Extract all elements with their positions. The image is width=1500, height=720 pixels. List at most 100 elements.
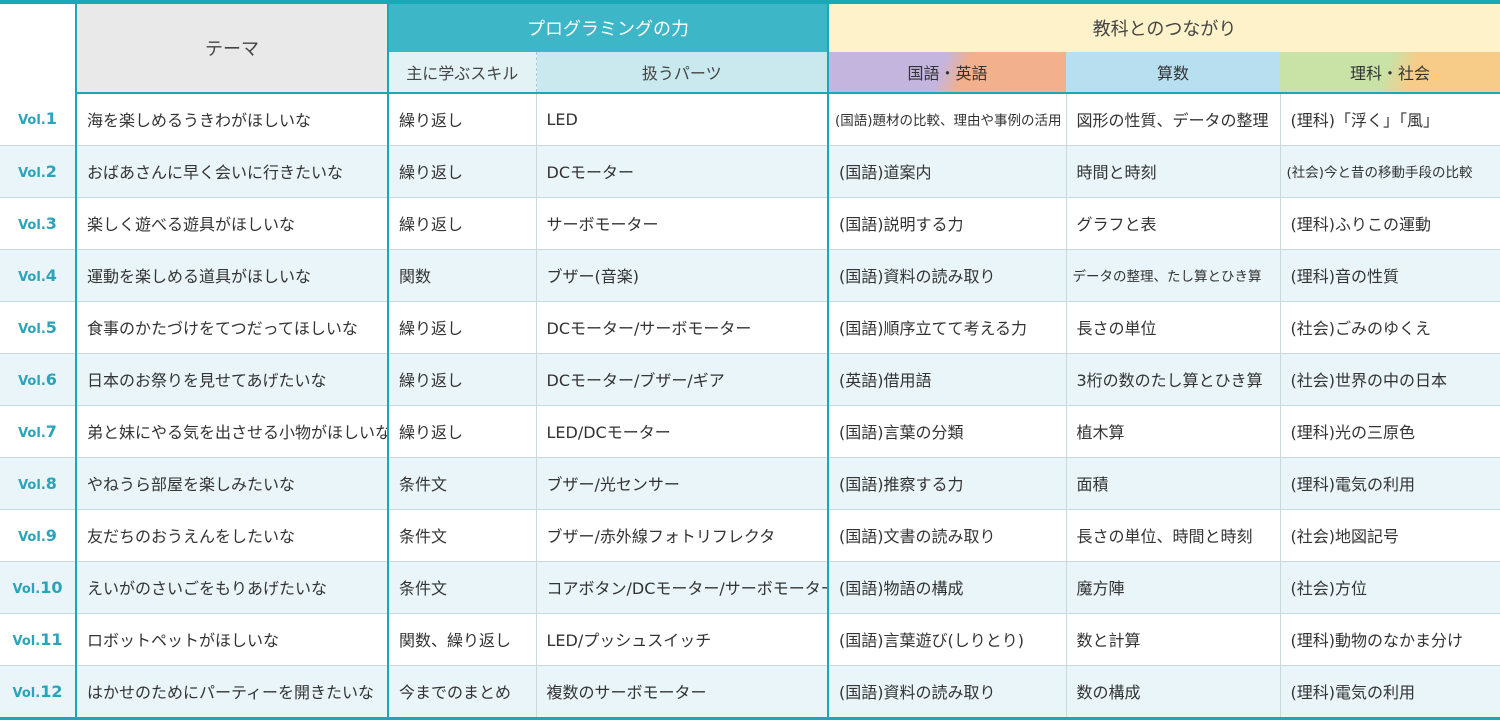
skill-cell: 条件文: [388, 457, 537, 510]
volume-label: Vol.4: [0, 249, 77, 302]
language-cell: (英語)借用語: [828, 353, 1067, 406]
language-cell: (国語)資料の読み取り: [828, 249, 1067, 302]
volume-number: 8: [45, 473, 57, 493]
parts-cell: ブザー/光センサー: [536, 457, 829, 510]
skill-cell: 繰り返し: [388, 301, 537, 354]
skill-cell: 今までのまとめ: [388, 665, 537, 717]
math-cell: 図形の性質、データの整理: [1066, 93, 1281, 146]
volume-prefix: Vol.: [18, 529, 46, 545]
math-cell: 植木算: [1066, 405, 1281, 458]
volume-number: 10: [40, 577, 63, 597]
language-cell: (国語)文書の読み取り: [828, 509, 1067, 562]
table-row: Vol.11 ロボットペットがほしいな 関数、繰り返し LED/プッシュスイッチ (国語…: [0, 613, 1500, 666]
skill-cell: 条件文: [388, 561, 537, 614]
math-cell: 数と計算: [1066, 613, 1281, 666]
language-header: 国語・英語: [828, 52, 1066, 94]
table-row: Vol.2 おばあさんに早く会いに行きたいな 繰り返し DCモーター (国語)道案内 時間…: [0, 145, 1500, 198]
science-social-cell: (社会)今と昔の移動手段の比較: [1280, 145, 1500, 198]
subjects-header: 教科とのつながり: [828, 4, 1500, 52]
volume-label: Vol.8: [0, 457, 77, 510]
skill-cell: 条件文: [388, 509, 537, 562]
volume-prefix: Vol.: [18, 321, 46, 337]
volume-number: 3: [45, 213, 57, 233]
science-social-cell: (社会)方位: [1280, 561, 1500, 614]
math-cell: 3桁の数のたし算とひき算: [1066, 353, 1281, 406]
theme-cell: おばあさんに早く会いに行きたいな: [76, 145, 389, 198]
volume-prefix: Vol.: [12, 581, 41, 597]
parts-cell: コアボタン/DCモーター/サーボモーター: [536, 561, 829, 614]
parts-cell: ブザー/赤外線フォトリフレクタ: [536, 509, 829, 562]
table-row: Vol.6 日本のお祭りを見せてあげたいな 繰り返し DCモーター/ブザー/ギア (英語…: [0, 353, 1500, 406]
volume-number: 12: [40, 681, 63, 701]
math-cell: データの整理、たし算とひき算: [1066, 249, 1281, 302]
table-row: Vol.3 楽しく遊べる遊具がほしいな 繰り返し サーボモーター (国語)説明する力 グラ…: [0, 197, 1500, 250]
volume-prefix: Vol.: [12, 633, 41, 649]
volume-number: 9: [45, 525, 57, 545]
science-social-cell: (理科)「浮く」「風」: [1280, 93, 1500, 146]
math-cell: 長さの単位、時間と時刻: [1066, 509, 1281, 562]
volume-label: Vol.5: [0, 301, 77, 354]
parts-cell: DCモーター: [536, 145, 829, 198]
skill-cell: 繰り返し: [388, 405, 537, 458]
volume-number: 7: [45, 421, 57, 441]
theme-cell: 日本のお祭りを見せてあげたいな: [76, 353, 389, 406]
theme-cell: 友だちのおうえんをしたいな: [76, 509, 389, 562]
theme-cell: 海を楽しめるうきわがほしいな: [76, 93, 389, 146]
volume-label: Vol.6: [0, 353, 77, 406]
science-social-cell: (理科)光の三原色: [1280, 405, 1500, 458]
theme-cell: 運動を楽しめる道具がほしいな: [76, 249, 389, 302]
theme-cell: ロボットペットがほしいな: [76, 613, 389, 666]
volume-prefix: Vol.: [18, 425, 46, 441]
volume-prefix: Vol.: [18, 477, 46, 493]
skill-cell: 繰り返し: [388, 93, 537, 146]
volume-number: 6: [45, 369, 57, 389]
volume-label: Vol.9: [0, 509, 77, 562]
science-social-cell: (社会)ごみのゆくえ: [1280, 301, 1500, 354]
theme-cell: 楽しく遊べる遊具がほしいな: [76, 197, 389, 250]
header-row-sub: 主に学ぶスキル 扱うパーツ 国語・英語 算数 理科・社会: [0, 52, 1500, 94]
volume-prefix: Vol.: [18, 165, 46, 181]
language-cell: (国語)物語の構成: [828, 561, 1067, 614]
math-cell: 魔方陣: [1066, 561, 1281, 614]
parts-cell: LED/プッシュスイッチ: [536, 613, 829, 666]
math-cell: グラフと表: [1066, 197, 1281, 250]
language-cell: (国語)資料の読み取り: [828, 665, 1067, 717]
language-cell: (国語)説明する力: [828, 197, 1067, 250]
science-social-cell: (社会)地図記号: [1280, 509, 1500, 562]
volume-label: Vol.1: [0, 93, 77, 146]
skill-cell: 繰り返し: [388, 145, 537, 198]
language-cell: (国語)順序立てて考える力: [828, 301, 1067, 354]
parts-cell: LED: [536, 93, 829, 146]
header-row-top: テーマ プログラミングの力 教科とのつながり: [0, 4, 1500, 94]
volume-label: Vol.12: [0, 665, 77, 717]
volume-number: 2: [45, 161, 57, 181]
theme-cell: 食事のかたづけをてつだってほしいな: [76, 301, 389, 354]
language-cell: (国語)道案内: [828, 145, 1067, 198]
theme-cell: えいがのさいごをもりあげたいな: [76, 561, 389, 614]
science-social-cell: (理科)電気の利用: [1280, 457, 1500, 510]
parts-cell: LED/DCモーター: [536, 405, 829, 458]
parts-cell: ブザー(音楽): [536, 249, 829, 302]
science-social-cell: (社会)世界の中の日本: [1280, 353, 1500, 406]
curriculum-grid: テーマ プログラミングの力 教科とのつながり 主に学ぶスキル 扱うパーツ 国語・…: [0, 4, 1500, 717]
skill-cell: 繰り返し: [388, 353, 537, 406]
table-row: Vol.10 えいがのさいごをもりあげたいな 条件文 コアボタン/DCモーター/サーボ…: [0, 561, 1500, 614]
table-row: Vol.9 友だちのおうえんをしたいな 条件文 ブザー/赤外線フォトリフレクタ (国語)…: [0, 509, 1500, 562]
volume-label: Vol.3: [0, 197, 77, 250]
language-cell: (国語)言葉の分類: [828, 405, 1067, 458]
science-social-cell: (理科)音の性質: [1280, 249, 1500, 302]
table-row: Vol.8 やねうら部屋を楽しみたいな 条件文 ブザー/光センサー (国語)推察する力面…: [0, 457, 1500, 510]
skill-cell: 関数: [388, 249, 537, 302]
science-social-cell: (理科)電気の利用: [1280, 665, 1500, 717]
volume-prefix: Vol.: [12, 685, 41, 701]
theme-cell: 弟と妹にやる気を出させる小物がほしいな: [76, 405, 389, 458]
volume-number: 5: [45, 317, 57, 337]
volume-prefix: Vol.: [18, 269, 46, 285]
theme-header: テーマ: [76, 4, 389, 94]
math-cell: 面積: [1066, 457, 1281, 510]
volume-label: Vol.10: [0, 561, 77, 614]
table-row: Vol.1 海を楽しめるうきわがほしいな 繰り返し LED (国語)題材の比較、理由や事…: [0, 93, 1500, 146]
skill-cell: 関数、繰り返し: [388, 613, 537, 666]
parts-cell: DCモーター/サーボモーター: [536, 301, 829, 354]
parts-cell: DCモーター/ブザー/ギア: [536, 353, 829, 406]
